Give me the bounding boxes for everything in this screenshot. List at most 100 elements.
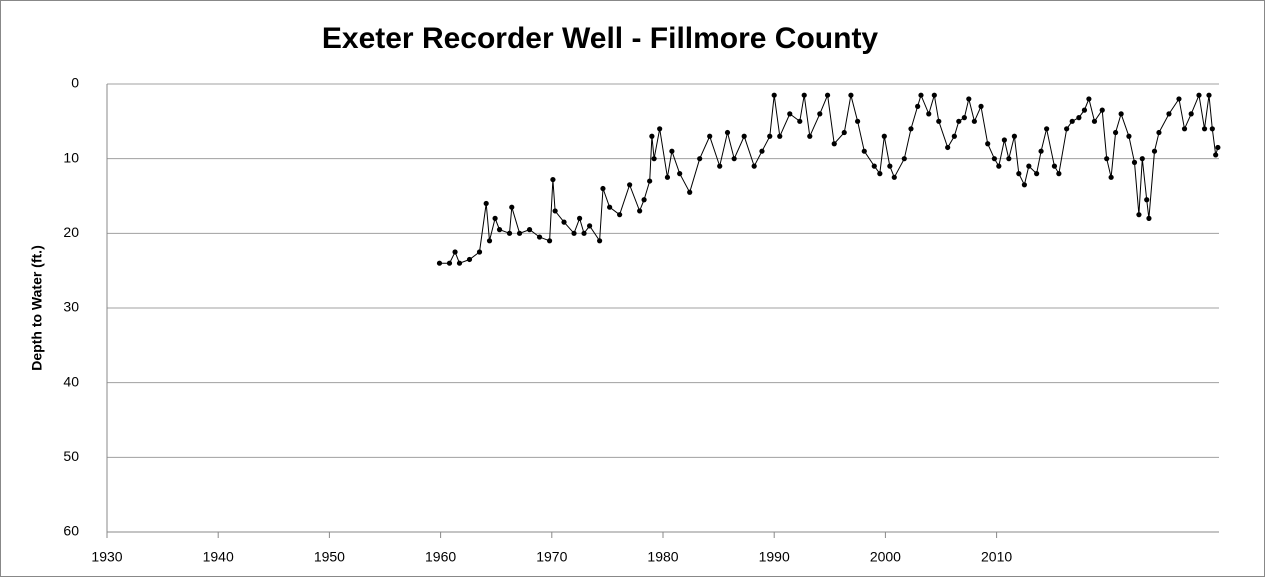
x-tick-label: 2000	[870, 549, 901, 565]
data-point	[483, 200, 489, 207]
data-point	[664, 174, 671, 180]
data-point	[1001, 137, 1007, 143]
data-point	[1166, 111, 1172, 117]
chart-title: Exeter Recorder Well - Fillmore County	[322, 22, 879, 55]
data-point	[516, 230, 523, 236]
data-point	[777, 133, 783, 139]
data-point	[1076, 115, 1082, 121]
data-point	[1213, 152, 1219, 158]
data-point	[1188, 111, 1194, 117]
data-point	[587, 223, 593, 229]
data-point	[697, 156, 703, 162]
data-point	[817, 111, 823, 117]
data-point	[996, 163, 1002, 169]
data-point	[951, 133, 957, 139]
data-point	[1006, 156, 1012, 162]
data-point	[915, 103, 921, 109]
data-point	[1181, 126, 1188, 132]
data-point	[741, 133, 747, 139]
data-point	[961, 115, 967, 121]
data-point	[855, 118, 861, 124]
data-point	[931, 92, 937, 98]
data-point	[908, 126, 914, 132]
data-point	[1146, 215, 1152, 221]
data-point	[1011, 133, 1017, 139]
data-point	[452, 249, 458, 255]
x-tick-label: 2010	[981, 549, 1012, 565]
data-point	[1081, 107, 1088, 113]
data-point	[767, 133, 773, 139]
data-point	[881, 133, 887, 139]
data-point	[985, 141, 991, 147]
data-point	[1044, 126, 1050, 132]
data-point	[787, 111, 793, 117]
x-tick-label: 1950	[314, 549, 345, 565]
data-point	[1069, 118, 1075, 124]
data-point	[509, 204, 515, 210]
data-point	[1176, 96, 1182, 102]
data-point	[687, 189, 693, 195]
data-point	[891, 174, 897, 180]
data-point	[486, 238, 493, 244]
data-point	[561, 219, 567, 225]
data-point	[848, 92, 854, 98]
data-point	[956, 118, 962, 124]
data-point	[581, 230, 587, 236]
data-point	[597, 238, 603, 244]
data-point	[1038, 148, 1044, 154]
x-tick-label: 1940	[203, 549, 234, 565]
x-tick-label: 1980	[647, 549, 678, 565]
data-point	[1156, 129, 1162, 136]
data-point	[1086, 96, 1092, 102]
data-point	[607, 204, 613, 210]
y-tick-label: 50	[63, 448, 79, 464]
data-point	[877, 171, 883, 177]
y-tick-label: 30	[63, 299, 79, 315]
data-point	[724, 129, 731, 136]
data-point	[546, 238, 553, 244]
data-point	[571, 230, 577, 236]
data-point	[1016, 171, 1022, 177]
data-point	[496, 227, 503, 233]
data-point	[647, 178, 653, 184]
data-point	[1021, 182, 1027, 188]
data-point	[506, 230, 513, 236]
y-tick-label: 20	[63, 224, 79, 240]
data-point	[600, 185, 606, 192]
data-point	[1209, 126, 1215, 132]
data-point	[657, 126, 663, 132]
y-tick-label: 40	[63, 373, 79, 389]
data-point	[1201, 126, 1208, 132]
data-point	[476, 249, 483, 255]
x-tick-label: 1960	[425, 549, 456, 565]
data-point	[1064, 126, 1070, 132]
data-point	[1136, 212, 1142, 218]
data-point	[841, 129, 847, 136]
data-point	[669, 148, 675, 154]
data-point	[978, 103, 984, 109]
y-tick-label: 10	[63, 149, 79, 165]
data-point	[861, 148, 867, 154]
data-point	[436, 260, 443, 266]
data-point	[637, 208, 643, 214]
data-point	[1126, 133, 1132, 139]
data-point	[751, 163, 757, 169]
data-point	[492, 215, 498, 221]
data-point	[627, 182, 633, 188]
data-point	[801, 92, 807, 98]
data-point	[707, 133, 713, 139]
data-point	[717, 163, 723, 169]
data-point	[649, 133, 655, 139]
data-point	[651, 156, 657, 162]
data-point	[824, 92, 831, 98]
data-point	[617, 212, 623, 218]
data-point	[901, 156, 907, 162]
data-point	[971, 118, 977, 124]
data-point	[1131, 159, 1138, 165]
data-point	[936, 118, 942, 124]
data-point	[797, 118, 803, 124]
data-point	[807, 133, 813, 139]
data-point	[1118, 111, 1124, 117]
